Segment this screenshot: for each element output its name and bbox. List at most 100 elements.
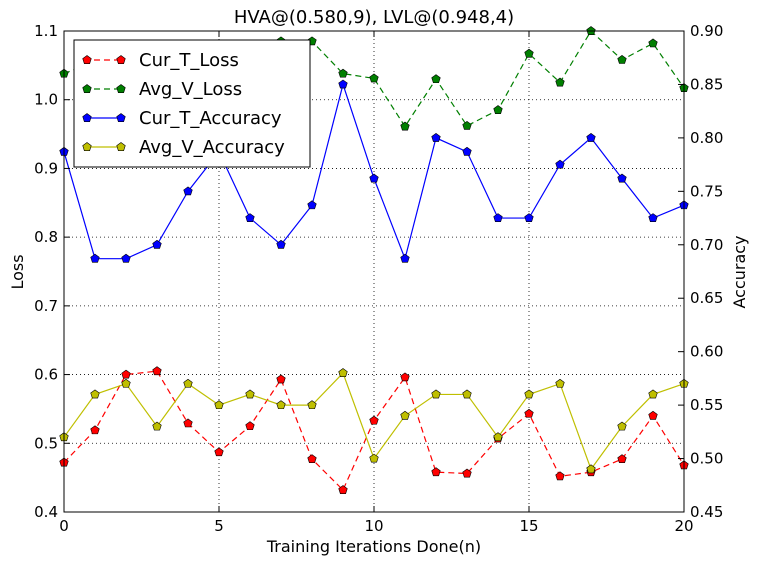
series-line-Avg_V_Loss	[63, 30, 685, 128]
data-point-Avg_V_Accuracy	[152, 421, 162, 431]
y-right-tick-label: 0.80	[690, 129, 723, 147]
legend-marker	[82, 55, 92, 64]
data-point-Avg_V_Accuracy	[245, 389, 255, 399]
data-point-Avg_V_Loss	[462, 120, 472, 130]
legend-marker	[116, 113, 126, 122]
data-point-Cur_T_Loss	[555, 471, 565, 481]
data-point-Cur_T_Accuracy	[617, 173, 627, 183]
data-point-Cur_T_Accuracy	[276, 239, 286, 249]
y-left-tick-label: 0.7	[34, 297, 58, 315]
grid	[64, 31, 684, 512]
data-point-Avg_V_Accuracy	[493, 432, 503, 442]
y-right-tick-label: 0.45	[690, 503, 723, 521]
legend-label: Avg_V_Accuracy	[139, 137, 285, 158]
data-point-Cur_T_Accuracy	[121, 253, 131, 263]
data-point-Avg_V_Accuracy	[400, 410, 410, 420]
y-left-tick-label: 0.6	[34, 366, 58, 384]
legend-item-Cur_T_Loss: Cur_T_Loss	[82, 50, 239, 71]
data-point-Cur_T_Accuracy	[400, 253, 410, 263]
data-point-Avg_V_Accuracy	[431, 389, 441, 399]
x-tick-label: 20	[674, 517, 693, 535]
legend-item-Avg_V_Accuracy: Avg_V_Accuracy	[82, 137, 285, 158]
y-axis-left-label: Loss	[8, 254, 27, 289]
legend-item-Avg_V_Loss: Avg_V_Loss	[82, 79, 242, 100]
x-tick-label: 0	[59, 517, 69, 535]
data-point-Cur_T_Loss	[400, 372, 410, 382]
data-point-Avg_V_Accuracy	[462, 389, 472, 399]
data-point-Cur_T_Accuracy	[90, 253, 100, 263]
data-point-Avg_V_Accuracy	[214, 400, 224, 410]
data-point-Avg_V_Accuracy	[555, 378, 565, 388]
data-point-Avg_V_Accuracy	[338, 368, 348, 377]
data-point-Avg_V_Loss	[555, 77, 565, 87]
data-point-Avg_V_Loss	[400, 121, 410, 131]
data-point-Avg_V_Accuracy	[648, 389, 658, 399]
chart-title: HVA@(0.580,9), LVL@(0.948,4)	[234, 7, 514, 28]
legend-marker	[116, 84, 126, 93]
data-point-Avg_V_Accuracy	[121, 378, 131, 388]
y-right-tick-label: 0.60	[690, 343, 723, 361]
data-point-Avg_V_Loss	[648, 38, 658, 48]
x-tick-label: 15	[519, 517, 538, 535]
data-point-Cur_T_Loss	[214, 447, 224, 457]
y-left-tick-label: 0.5	[34, 434, 58, 452]
data-point-Avg_V_Accuracy	[586, 464, 596, 474]
legend-marker	[82, 142, 92, 151]
data-point-Cur_T_Accuracy	[369, 173, 379, 183]
legend-item-Cur_T_Accuracy: Cur_T_Accuracy	[82, 108, 282, 129]
series-Avg_V_Accuracy	[59, 368, 689, 474]
legend: Cur_T_Loss Avg_V_Loss Cur_T_Accuracy Avg_V_…	[73, 39, 311, 168]
data-point-Avg_V_Accuracy	[307, 400, 317, 410]
legend-marker	[116, 55, 126, 64]
data-point-Cur_T_Loss	[183, 418, 193, 428]
data-point-Avg_V_Loss	[369, 73, 379, 83]
data-point-Avg_V_Loss	[431, 74, 441, 84]
ticks: 0 5 10 15 20 0.4 0.5 0.6 0.7 0.8 0.9 1.0 1.1 0.45 0.50…	[34, 22, 723, 535]
y-left-tick-label: 0.4	[34, 503, 58, 521]
data-point-Avg_V_Accuracy	[183, 378, 193, 388]
data-point-Cur_T_Loss	[617, 454, 627, 464]
data-point-Cur_T_Loss	[648, 410, 658, 420]
data-point-Avg_V_Accuracy	[369, 453, 379, 463]
data-point-Cur_T_Loss	[431, 467, 441, 477]
y-axis-right-label: Accuracy	[730, 235, 749, 308]
data-point-Avg_V_Accuracy	[617, 421, 627, 431]
data-point-Cur_T_Accuracy	[338, 79, 348, 89]
data-point-Cur_T_Loss	[307, 454, 317, 464]
data-point-Cur_T_Loss	[245, 421, 255, 431]
data-point-Cur_T_Loss	[152, 366, 162, 376]
data-point-Avg_V_Accuracy	[524, 389, 534, 399]
legend-label: Cur_T_Accuracy	[139, 108, 282, 129]
data-point-Avg_V_Loss	[493, 105, 503, 114]
data-point-Cur_T_Accuracy	[431, 133, 441, 142]
y-right-tick-label: 0.55	[690, 396, 723, 414]
data-point-Cur_T_Loss	[121, 369, 131, 379]
y-left-tick-label: 0.8	[34, 228, 58, 246]
data-point-Cur_T_Accuracy	[183, 186, 193, 196]
data-point-Avg_V_Accuracy	[90, 389, 100, 399]
y-left-tick-label: 1.1	[34, 22, 58, 40]
y-right-tick-label: 0.65	[690, 289, 723, 307]
y-right-tick-label: 0.50	[690, 450, 723, 468]
legend-marker	[116, 142, 126, 151]
y-left-tick-label: 0.9	[34, 159, 58, 177]
data-point-Avg_V_Loss	[524, 48, 534, 58]
data-point-Avg_V_Loss	[617, 54, 627, 64]
data-point-Cur_T_Loss	[462, 468, 472, 478]
data-point-Cur_T_Accuracy	[524, 213, 534, 222]
legend-label: Avg_V_Loss	[139, 79, 242, 100]
data-point-Cur_T_Accuracy	[555, 159, 565, 169]
legend-label: Cur_T_Loss	[139, 50, 239, 71]
data-point-Cur_T_Accuracy	[307, 200, 317, 210]
y-left-tick-label: 1.0	[34, 91, 58, 109]
data-point-Cur_T_Accuracy	[586, 133, 596, 142]
data-point-Cur_T_Loss	[90, 425, 100, 435]
y-right-tick-label: 0.85	[690, 75, 723, 93]
data-point-Cur_T_Accuracy	[245, 213, 255, 222]
legend-box	[73, 39, 311, 168]
data-point-Cur_T_Accuracy	[493, 213, 503, 222]
legend-marker	[82, 84, 92, 93]
data-point-Avg_V_Accuracy	[276, 400, 286, 410]
plot-frame	[63, 30, 685, 513]
data-point-Avg_V_Loss	[338, 68, 348, 78]
